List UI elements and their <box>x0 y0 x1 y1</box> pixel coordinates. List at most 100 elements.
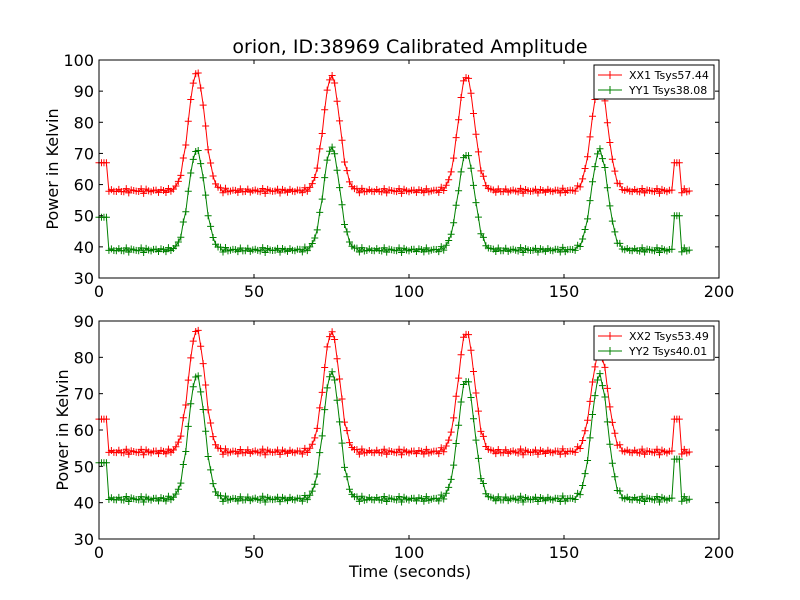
data-point <box>638 244 646 252</box>
data-point <box>338 136 346 144</box>
data-point <box>685 187 693 195</box>
top-y-tick-label: 40 <box>74 238 94 257</box>
data-point <box>420 248 428 256</box>
data-point <box>519 189 527 197</box>
data-point <box>517 184 525 192</box>
data-point <box>519 498 527 506</box>
data-point <box>316 208 324 216</box>
data-point <box>606 202 614 210</box>
data-point <box>442 442 450 450</box>
data-point <box>338 201 346 209</box>
data-point <box>303 187 311 195</box>
data-point <box>668 186 676 194</box>
data-point <box>219 189 227 197</box>
data-point <box>122 493 130 501</box>
data-point <box>140 498 148 506</box>
data-point <box>514 496 522 504</box>
data-point <box>596 145 604 153</box>
data-point <box>202 122 210 130</box>
data-point <box>199 101 207 109</box>
x-axis-label: Time (seconds) <box>348 562 471 581</box>
data-point <box>611 473 619 481</box>
data-point <box>447 428 455 436</box>
data-point <box>184 117 192 125</box>
data-point <box>179 218 187 226</box>
data-point <box>576 491 584 499</box>
data-point <box>452 134 460 142</box>
data-point <box>140 249 148 257</box>
data-point <box>440 495 448 503</box>
data-point <box>465 74 473 82</box>
data-point <box>579 481 587 489</box>
data-point <box>306 491 314 499</box>
data-point <box>467 89 475 97</box>
data-point <box>234 497 242 505</box>
data-point <box>323 86 331 94</box>
data-point <box>492 497 500 505</box>
data-point <box>472 199 480 207</box>
data-point <box>472 436 480 444</box>
data-point <box>608 155 616 163</box>
bottom-legend-marker-2 <box>606 347 614 355</box>
top-y-tick-label: 50 <box>74 207 94 226</box>
data-point <box>197 160 205 168</box>
data-point <box>435 497 443 505</box>
data-point <box>586 397 594 405</box>
data-point <box>353 446 361 454</box>
data-point <box>655 248 663 256</box>
top-legend-marker-1 <box>606 71 614 79</box>
data-point <box>345 178 353 186</box>
data-point <box>477 167 485 175</box>
data-point <box>276 189 284 197</box>
bottom-legend-marker-1 <box>606 332 614 340</box>
data-point <box>303 449 311 457</box>
data-point <box>318 130 326 138</box>
data-point <box>442 241 450 249</box>
data-point <box>341 463 349 471</box>
data-point <box>177 479 185 487</box>
data-point <box>122 185 130 193</box>
data-point <box>685 448 693 456</box>
data-point <box>187 169 195 177</box>
data-point <box>517 244 525 252</box>
data-point <box>311 173 319 181</box>
data-point <box>197 84 205 92</box>
data-point <box>333 166 341 174</box>
data-point <box>261 451 269 459</box>
data-point <box>455 187 463 195</box>
data-point <box>586 434 594 442</box>
data-point <box>311 480 319 488</box>
data-point <box>182 208 190 216</box>
data-point <box>355 450 363 458</box>
data-point <box>606 138 614 146</box>
data-point <box>611 429 619 437</box>
data-point <box>137 493 145 501</box>
top-x-tick-label: 0 <box>94 282 104 301</box>
data-point <box>398 189 406 197</box>
data-point <box>380 244 388 252</box>
data-point <box>355 497 363 505</box>
data-point <box>586 133 594 141</box>
data-point <box>519 248 527 256</box>
data-point <box>472 130 480 138</box>
data-point <box>345 439 353 447</box>
data-point <box>559 243 567 251</box>
data-point <box>172 490 180 498</box>
data-point <box>187 400 195 408</box>
data-point <box>311 234 319 242</box>
data-point <box>589 112 597 120</box>
data-point <box>343 167 351 175</box>
top-y-tick-label: 70 <box>74 144 94 163</box>
data-point <box>435 188 443 196</box>
bottom-x-tick-label: 150 <box>549 543 580 562</box>
data-point <box>606 403 614 411</box>
data-point <box>598 382 606 390</box>
top-series-markers-1 <box>95 69 693 197</box>
top-y-tick-label: 60 <box>74 176 94 195</box>
data-point <box>455 421 463 429</box>
data-point <box>603 119 611 127</box>
data-point <box>207 466 215 474</box>
data-point <box>298 189 306 197</box>
data-point <box>122 244 130 252</box>
